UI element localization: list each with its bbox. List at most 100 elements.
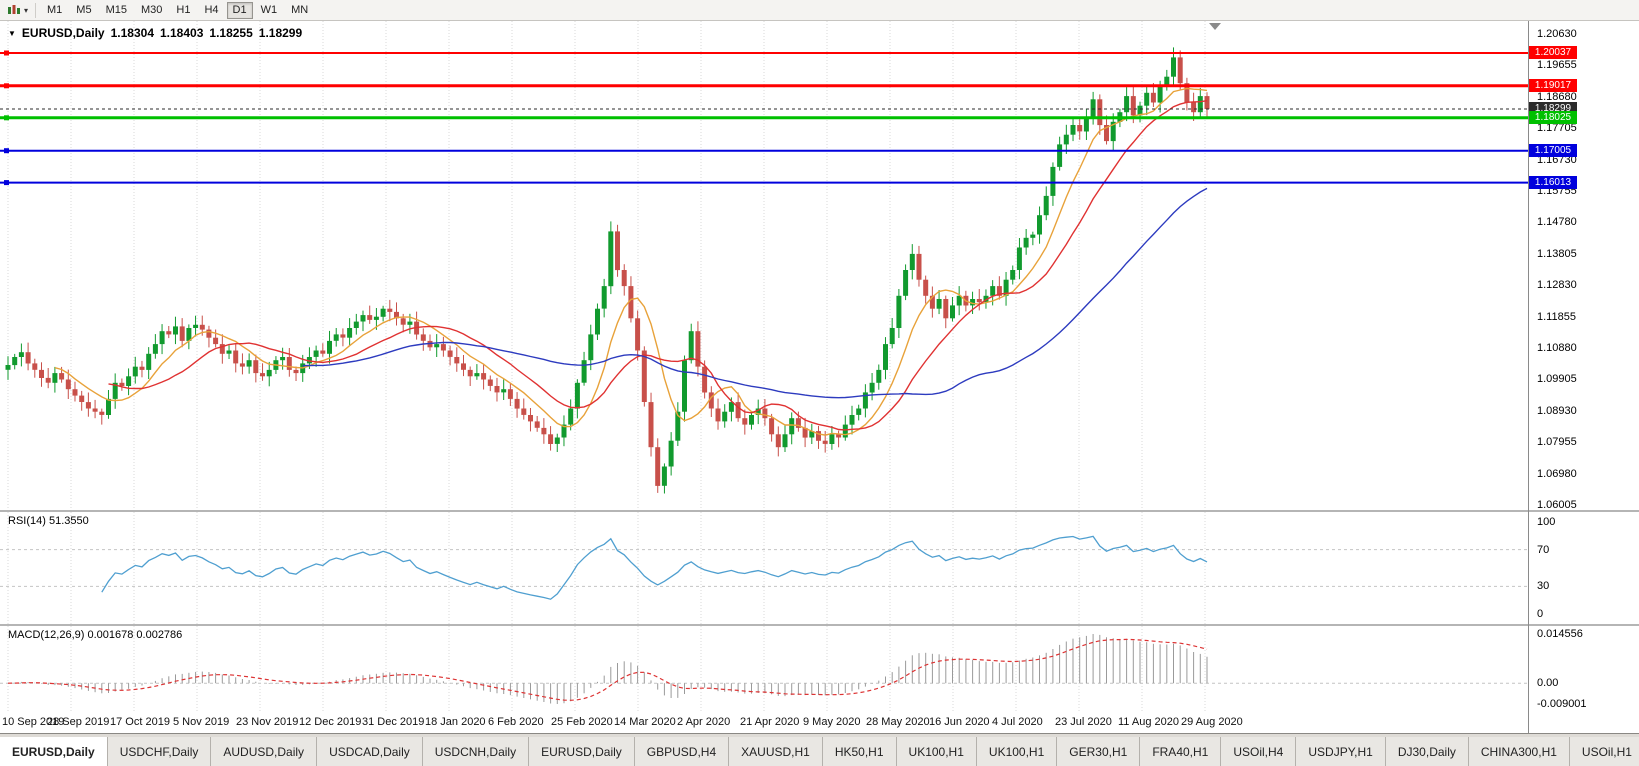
level-handle[interactable]: [4, 83, 9, 89]
candle-body: [65, 379, 71, 390]
timeframe-buttons-group: M1 M5 M15 M30 H1 H4 D1 W1 MN: [41, 1, 314, 19]
chart-tab[interactable]: UK100,H1: [896, 737, 977, 766]
timeframe-button-d1[interactable]: D1: [226, 1, 253, 19]
chart-dropdown-caret-icon[interactable]: ▾: [24, 5, 29, 15]
level-price-tag[interactable]: 1.20037: [1529, 46, 1577, 59]
candle-body: [742, 418, 748, 425]
price-axis-label: 1.06005: [1537, 499, 1577, 510]
candle-body: [769, 418, 775, 435]
candle-body: [447, 350, 453, 357]
candle-body: [936, 299, 942, 309]
candle-body: [132, 366, 138, 377]
chart-tab[interactable]: USDCHF,Daily: [107, 737, 212, 766]
level-price-tag[interactable]: 1.16013: [1529, 176, 1577, 189]
timeframe-button-m30[interactable]: M30: [140, 4, 163, 16]
candlestick-chart[interactable]: [0, 21, 1528, 510]
candle-body: [387, 308, 393, 312]
chart-tab[interactable]: USDJPY,H1: [1296, 737, 1386, 766]
moving-average-line: [302, 187, 1208, 399]
candle-body: [943, 299, 949, 319]
candle-body: [246, 360, 252, 367]
candle-body: [956, 295, 962, 306]
candle-body: [239, 363, 245, 367]
level-handle[interactable]: [4, 180, 9, 186]
candle-body: [400, 318, 406, 325]
candle-body: [106, 398, 111, 415]
chart-tab[interactable]: DJ30,Daily: [1385, 737, 1469, 766]
candle-body: [1057, 144, 1063, 167]
rsi-axis-label: 100: [1537, 516, 1556, 528]
chart-tab[interactable]: GBPUSD,H4: [634, 737, 730, 766]
chart-tab[interactable]: UK100,H1: [976, 737, 1058, 766]
candle-body: [715, 408, 721, 422]
timeframe-button-m1[interactable]: M1: [47, 4, 63, 16]
candle-body: [1191, 102, 1197, 113]
candle-body: [333, 334, 339, 341]
candle-body: [950, 305, 955, 319]
candle-body: [876, 369, 882, 383]
candle-body: [615, 231, 620, 271]
timeframe-button-h1[interactable]: H1: [176, 4, 191, 16]
toolbar-separator: [35, 2, 37, 18]
candle-body: [923, 279, 929, 296]
candle-body: [541, 427, 547, 435]
chart-tab[interactable]: USOil,H1: [1569, 737, 1639, 766]
candle-body: [996, 286, 1002, 296]
chart-tab[interactable]: XAUUSD,H1: [729, 737, 823, 766]
symbol-dropdown-icon[interactable]: ▼: [8, 28, 16, 38]
candle-body: [909, 253, 915, 270]
candle-body: [1037, 215, 1042, 235]
candle-body: [628, 286, 634, 319]
timeframe-button-mn[interactable]: MN: [291, 4, 309, 16]
candle-body: [682, 360, 687, 412]
candle-body: [976, 299, 982, 303]
chart-tab[interactable]: AUDUSD,Daily: [211, 737, 318, 766]
candle-body: [380, 308, 386, 317]
candle-body: [226, 350, 232, 354]
chart-tab[interactable]: USDCNH,Daily: [422, 737, 530, 766]
candle-body: [112, 382, 118, 399]
timeframe-button-h4[interactable]: H4: [204, 4, 219, 16]
chart-tab[interactable]: USOil,H4: [1221, 737, 1297, 766]
candle-body: [675, 411, 681, 441]
chart-tab[interactable]: GER30,H1: [1057, 737, 1141, 766]
macd-panel[interactable]: MACD(12,26,9) 0.001678 0.002786 0.014556…: [0, 626, 1639, 712]
chart-tab[interactable]: EURUSD,Daily: [0, 737, 108, 766]
main-chart-panel[interactable]: ▼ EURUSD,Daily 1.18304 1.18403 1.18255 1…: [0, 21, 1639, 510]
candle-body: [588, 334, 594, 361]
timeframe-button-m15[interactable]: M15: [105, 4, 127, 16]
candle-body: [1023, 237, 1029, 248]
time-axis-label: 10 Sep 2019: [2, 716, 65, 728]
chart-type-icon[interactable]: [4, 1, 24, 19]
timeframe-button-m5[interactable]: M5: [76, 4, 92, 16]
level-price-tag[interactable]: 1.17005: [1529, 144, 1577, 157]
chart-tab[interactable]: EURUSD,Daily: [529, 737, 635, 766]
level-handle[interactable]: [4, 148, 9, 154]
candle-body: [862, 392, 868, 409]
candle-body: [313, 350, 319, 357]
candle-body: [146, 353, 152, 370]
timeframe-button-w1[interactable]: W1: [260, 4, 278, 16]
chart-tab[interactable]: CHINA300,H1: [1468, 737, 1570, 766]
price-axis-label: 1.20630: [1537, 28, 1577, 40]
candle-body: [52, 373, 58, 383]
chart-tab[interactable]: USDCAD,Daily: [317, 737, 423, 766]
candle-body: [461, 363, 466, 370]
chart-tab[interactable]: FRA40,H1: [1140, 737, 1222, 766]
candle-body: [782, 434, 788, 448]
candle-body: [266, 369, 272, 377]
panel-splitter[interactable]: [0, 510, 1639, 512]
candle-body: [1184, 83, 1190, 103]
candle-body: [635, 318, 641, 351]
level-price-tag[interactable]: 1.18025: [1529, 111, 1577, 124]
panel-splitter[interactable]: [0, 624, 1639, 626]
chart-tab[interactable]: HK50,H1: [822, 737, 897, 766]
time-axis-label: 2 Apr 2020: [677, 716, 731, 728]
rsi-panel[interactable]: RSI(14) 51.3550 100 70 30 0: [0, 512, 1639, 624]
level-price-tag[interactable]: 1.19017: [1529, 79, 1577, 92]
candle-body: [601, 286, 607, 309]
candle-body: [99, 411, 105, 415]
level-handle[interactable]: [4, 50, 9, 56]
level-handle[interactable]: [4, 115, 9, 121]
chart-shift-marker[interactable]: [1209, 23, 1221, 30]
